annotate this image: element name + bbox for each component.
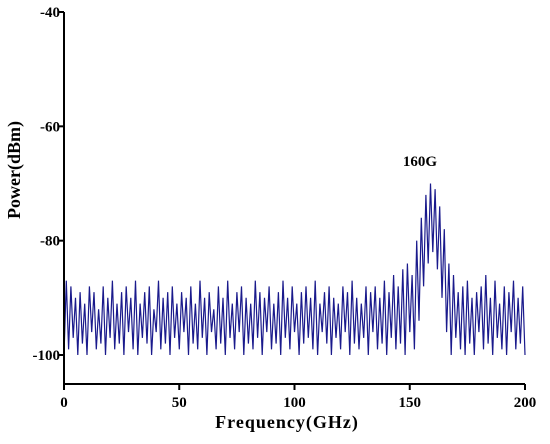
x-tick-label: 200 — [514, 395, 537, 411]
y-tick-layer: -100 -80 -60 -40 — [33, 5, 64, 364]
y-tick-label: -80 — [40, 234, 60, 250]
x-tick-layer: 0 50 100 150 200 — [60, 384, 536, 411]
x-tick-label: 100 — [283, 395, 306, 411]
y-tick-label: -40 — [40, 5, 60, 21]
y-tick-label: -60 — [40, 119, 60, 135]
x-tick-label: 150 — [399, 395, 422, 411]
annotation-160g: 160G — [403, 154, 438, 170]
x-tick-label: 50 — [172, 395, 187, 411]
spectrum-trace — [63, 183, 526, 356]
x-tick-label: 0 — [60, 395, 68, 411]
x-axis-title: Frequency(GHz) — [215, 412, 359, 433]
y-axis-title: Power(dBm) — [4, 121, 25, 219]
y-tick-label: -100 — [33, 348, 61, 364]
